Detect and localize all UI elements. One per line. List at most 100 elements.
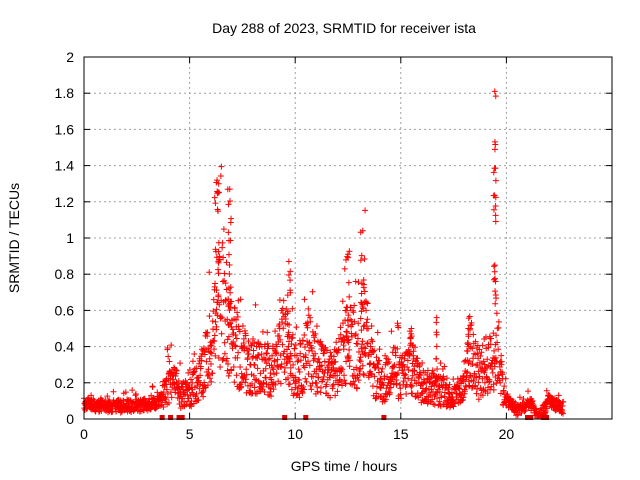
data-point bbox=[357, 365, 364, 372]
data-point bbox=[104, 393, 111, 400]
data-point bbox=[414, 355, 421, 362]
data-point bbox=[173, 370, 180, 377]
data-point bbox=[250, 353, 257, 360]
data-point bbox=[215, 354, 222, 361]
data-point bbox=[334, 349, 341, 356]
data-point bbox=[495, 324, 502, 331]
data-point bbox=[289, 305, 296, 312]
data-point bbox=[281, 369, 288, 376]
data-point bbox=[314, 388, 321, 395]
data-point bbox=[362, 345, 369, 352]
data-point bbox=[284, 354, 291, 361]
data-point bbox=[208, 350, 215, 357]
data-point bbox=[337, 331, 344, 338]
data-point bbox=[357, 257, 364, 264]
gap-marker bbox=[176, 415, 182, 420]
data-point bbox=[482, 334, 489, 341]
data-point bbox=[280, 325, 287, 332]
y-tick-label: 2 bbox=[66, 49, 74, 65]
data-point bbox=[495, 318, 502, 325]
x-tick-label: 20 bbox=[499, 426, 515, 442]
x-tick-label: 0 bbox=[80, 426, 88, 442]
data-point bbox=[217, 315, 224, 322]
data-point bbox=[206, 355, 213, 362]
data-point bbox=[206, 313, 213, 320]
data-point bbox=[492, 354, 499, 361]
data-point bbox=[230, 338, 237, 345]
data-point bbox=[382, 352, 389, 359]
data-point bbox=[205, 366, 212, 373]
data-point bbox=[402, 371, 409, 378]
data-point bbox=[129, 387, 136, 394]
data-point bbox=[337, 365, 344, 372]
data-point bbox=[335, 347, 342, 354]
data-point bbox=[434, 366, 441, 373]
data-point bbox=[465, 315, 472, 322]
data-point bbox=[359, 227, 366, 234]
data-point bbox=[500, 388, 507, 395]
data-point bbox=[525, 388, 532, 395]
data-point bbox=[459, 377, 466, 384]
data-point bbox=[339, 366, 346, 373]
data-point bbox=[175, 377, 182, 384]
data-point bbox=[165, 399, 172, 406]
data-point bbox=[344, 337, 351, 344]
data-point bbox=[407, 381, 414, 388]
data-point bbox=[491, 138, 498, 145]
data-point bbox=[232, 331, 239, 338]
data-point bbox=[295, 366, 302, 373]
data-point bbox=[182, 379, 189, 386]
data-point bbox=[173, 367, 180, 374]
x-axis-label: GPS time / hours bbox=[291, 458, 398, 474]
data-point bbox=[210, 296, 217, 303]
data-point bbox=[287, 268, 294, 275]
data-point bbox=[233, 316, 240, 323]
data-point bbox=[177, 388, 184, 395]
data-point bbox=[346, 346, 353, 353]
data-point bbox=[268, 393, 275, 400]
data-point bbox=[355, 320, 362, 327]
data-point bbox=[309, 288, 316, 295]
data-point bbox=[348, 330, 355, 337]
data-point bbox=[232, 343, 239, 350]
data-point bbox=[394, 345, 401, 352]
data-point bbox=[218, 163, 225, 170]
data-point bbox=[436, 388, 443, 395]
data-point bbox=[242, 332, 249, 339]
data-point bbox=[295, 382, 302, 389]
data-point bbox=[193, 391, 200, 398]
data-point bbox=[227, 289, 234, 296]
data-point bbox=[491, 88, 498, 95]
data-point bbox=[516, 394, 523, 401]
data-point bbox=[437, 360, 444, 367]
data-point bbox=[480, 358, 487, 365]
data-point bbox=[456, 385, 463, 392]
data-point bbox=[213, 287, 220, 294]
data-point bbox=[132, 392, 139, 399]
data-point bbox=[364, 300, 371, 307]
data-point bbox=[489, 369, 496, 376]
data-point bbox=[361, 255, 368, 262]
data-point bbox=[479, 375, 486, 382]
data-point bbox=[285, 329, 292, 336]
data-point bbox=[303, 378, 310, 385]
data-point bbox=[284, 320, 291, 327]
data-point bbox=[327, 394, 334, 401]
data-point bbox=[344, 336, 351, 343]
data-point bbox=[357, 315, 364, 322]
data-point bbox=[327, 372, 334, 379]
data-point bbox=[490, 169, 497, 176]
data-point bbox=[395, 324, 402, 331]
data-point bbox=[287, 287, 294, 294]
data-point bbox=[360, 281, 367, 288]
data-point bbox=[362, 207, 369, 214]
data-point bbox=[339, 382, 346, 389]
data-point bbox=[215, 258, 222, 265]
data-point bbox=[403, 390, 410, 397]
data-point bbox=[491, 363, 498, 370]
data-point bbox=[213, 306, 220, 313]
data-point bbox=[216, 301, 223, 308]
data-point bbox=[160, 404, 167, 411]
data-point bbox=[223, 259, 230, 266]
data-point bbox=[395, 370, 402, 377]
